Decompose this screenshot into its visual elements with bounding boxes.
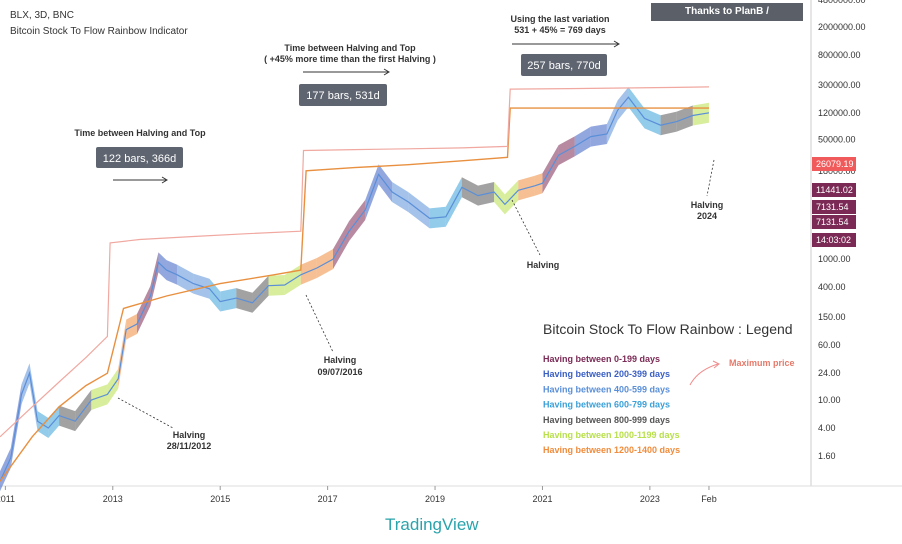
max-price-arrowhead xyxy=(712,360,720,369)
y-tick-label: 400.00 xyxy=(818,282,846,292)
legend-item: Having between 1000-1199 days xyxy=(543,430,680,440)
period3-box: 257 bars, 770d xyxy=(521,54,607,76)
price-line xyxy=(0,96,710,482)
y-tick-label: 800000.00 xyxy=(818,50,861,60)
halving1-date: 28/11/2012 xyxy=(167,441,212,451)
maximum-price-line xyxy=(0,86,710,438)
price-tag: 26079.19 xyxy=(812,157,856,171)
price-tag: 14:03:02 xyxy=(812,233,856,247)
price-tag-label: 14:03:02 xyxy=(816,235,851,245)
period1-arrowhead xyxy=(161,176,168,184)
legend-item: Having between 200-399 days xyxy=(543,369,670,379)
y-tick-label: 120000.00 xyxy=(818,108,861,118)
halving3-label: Halving xyxy=(527,260,560,270)
legend-item: Having between 600-799 days xyxy=(543,400,670,410)
halving4-year: 2024 xyxy=(697,211,717,221)
y-tick-label: 50000.00 xyxy=(818,135,856,145)
legend-title: Bitcoin Stock To Flow Rainbow : Legend xyxy=(543,321,793,337)
x-axis-ticks: 2011 2013 2015 2017 2019 2021 2023 Feb xyxy=(0,486,717,504)
legend-item: Having between 800-999 days xyxy=(543,415,670,425)
x-tick-label: 2019 xyxy=(425,494,445,504)
halving4-pointer xyxy=(706,159,715,197)
max-price-label: Maximum price xyxy=(729,358,795,368)
period1-title: Time between Halving and Top xyxy=(74,128,206,138)
y-tick-label: 1.60 xyxy=(818,451,836,461)
price-tag-bg xyxy=(812,157,856,171)
y-axis-ticks: 4800000.00 2000000.00 800000.00 300000.00 12… xyxy=(818,0,866,461)
halving1-label: Halving xyxy=(173,430,206,440)
price-tag: 7131.54 xyxy=(812,215,856,229)
legend-item: Having between 1200-1400 days xyxy=(543,445,680,455)
y-tick-label: 4.00 xyxy=(818,423,836,433)
price-tag-bg xyxy=(812,183,856,197)
halving2-date: 09/07/2016 xyxy=(317,367,362,377)
halving4-label: Halving xyxy=(691,200,724,210)
x-tick-label: 2023 xyxy=(640,494,660,504)
x-tick-label: 2015 xyxy=(210,494,230,504)
period2-subtitle: ( +45% more time than the first Halving … xyxy=(264,54,436,64)
price-tag-label: 26079.19 xyxy=(816,159,854,169)
period3-box-label: 257 bars, 770d xyxy=(527,60,600,72)
period3-subtitle: 531 + 45% = 769 days xyxy=(514,25,606,35)
legend: Having between 0-199 days Having between … xyxy=(543,354,680,455)
x-tick-label: 2011 xyxy=(0,494,15,504)
price-tag-bg xyxy=(812,215,856,229)
indicator-name: Bitcoin Stock To Flow Rainbow Indicator xyxy=(10,26,188,37)
x-tick-label: 2021 xyxy=(532,494,552,504)
x-tick-label: 2017 xyxy=(318,494,338,504)
halving2-pointer xyxy=(305,294,334,353)
price-tags: 26079.19 11441.02 7131.54 7131.54 14:03:02 xyxy=(812,157,856,247)
legend-item: Having between 0-199 days xyxy=(543,354,660,364)
period2-box-label: 177 bars, 531d xyxy=(306,90,379,102)
price-tag: 7131.54 xyxy=(812,200,856,214)
halving1-pointer xyxy=(117,397,174,429)
legend-item: Having between 400-599 days xyxy=(543,384,670,394)
halving3-pointer xyxy=(511,199,541,256)
period1-box: 122 bars, 366d xyxy=(96,147,183,168)
y-tick-label: 1000.00 xyxy=(818,254,851,264)
y-tick-label: 4800000.00 xyxy=(818,0,866,5)
period2-box: 177 bars, 531d xyxy=(299,84,387,106)
period3-arrowhead xyxy=(613,40,620,48)
halving2-label: Halving xyxy=(324,355,357,365)
period3-title: Using the last variation xyxy=(510,14,609,24)
period1-box-label: 122 bars, 366d xyxy=(103,153,176,165)
y-tick-label: 150.00 xyxy=(818,312,846,322)
series-lines xyxy=(0,86,710,482)
y-tick-label: 2000000.00 xyxy=(818,22,866,32)
price-tag-bg xyxy=(812,200,856,214)
credit-badge: Thanks to PlanB / 100trillionUSD xyxy=(651,3,803,35)
x-tick-label: 2013 xyxy=(103,494,123,504)
x-tick-label: Feb xyxy=(701,494,717,504)
s2f-model-line xyxy=(0,107,709,482)
price-tag: 11441.02 xyxy=(812,183,856,197)
price-tag-label: 7131.54 xyxy=(816,217,849,227)
tradingview-brand: TradingView xyxy=(385,515,479,534)
y-tick-label: 300000.00 xyxy=(818,80,861,90)
price-tag-bg xyxy=(812,233,856,247)
y-tick-label: 24.00 xyxy=(818,368,841,378)
y-tick-label: 60.00 xyxy=(818,340,841,350)
symbol-line: BLX, 3D, BNC xyxy=(10,10,74,21)
price-tag-label: 7131.54 xyxy=(816,202,849,212)
period2-title: Time between Halving and Top xyxy=(284,43,416,53)
y-tick-label: 10.00 xyxy=(818,395,841,405)
max-price-arrow xyxy=(689,363,719,386)
period2-arrowhead xyxy=(383,68,390,76)
price-tag-label: 11441.02 xyxy=(816,185,853,195)
